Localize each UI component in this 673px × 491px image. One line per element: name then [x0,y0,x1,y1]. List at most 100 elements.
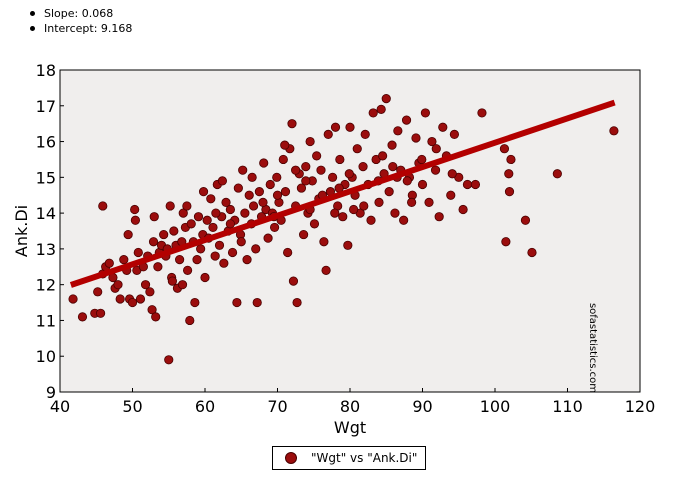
data-point [368,108,378,118]
data-point [338,212,348,222]
data-point [288,276,299,286]
data-point [327,172,338,182]
data-point [208,222,218,233]
data-point [192,255,202,265]
data-point [411,133,421,143]
x-tick-label: 70 [267,397,287,416]
data-point [147,305,157,315]
data-point [149,212,159,222]
data-point [401,115,412,125]
data-point [151,312,161,322]
data-point [477,108,487,118]
data-point [330,208,340,218]
data-point [280,187,291,197]
data-point [344,169,354,179]
data-point [462,179,473,190]
x-tick-label: 80 [340,397,360,416]
data-point [527,247,537,258]
data-point [296,183,307,193]
data-point [200,272,210,283]
data-point [153,262,163,272]
data-point [390,208,400,218]
y-tick-label: 9 [46,383,56,402]
y-tick-label: 13 [36,240,56,259]
plot-area [59,69,641,393]
regression-stats: Slope: 0.068 Intercept: 9.168 [28,6,132,36]
data-point [175,255,185,265]
y-axis: 9 10 11 12 13 14 15 16 17 18 [36,61,64,402]
data-point [254,187,264,197]
data-point [272,190,283,200]
data-point [345,122,355,132]
data-point [252,297,262,308]
x-tick-label: 110 [552,397,583,416]
data-point [182,201,192,211]
data-point [258,197,268,207]
data-point [283,247,293,258]
data-point [177,280,188,290]
data-point [193,212,204,222]
data-point [93,287,103,297]
data-point [506,154,516,165]
data-point [242,255,252,265]
data-point [319,237,329,247]
x-tick-label: 90 [412,397,432,416]
data-point [198,187,209,197]
x-tick-label: 100 [480,397,511,416]
data-point [140,280,151,290]
x-axis-label: Wgt [334,418,366,437]
y-tick-label: 17 [36,97,56,116]
legend: "Wgt" vs "Ank.Di" [272,446,426,470]
x-tick-label: 40 [50,397,70,416]
x-tick-label: 60 [195,397,215,416]
y-axis-label: Ank.Di [12,205,31,257]
data-point [321,265,331,275]
data-point [221,197,231,207]
data-point [280,140,290,150]
data-point [259,158,269,168]
data-point [449,129,459,139]
data-point [206,194,216,204]
data-point [115,294,125,304]
data-point [186,219,196,229]
data-point [349,204,359,215]
data-point [145,287,155,297]
data-point [358,162,368,172]
data-point [301,162,311,172]
data-point [98,201,108,211]
data-point [434,212,444,222]
data-point [248,201,259,211]
data-point [265,179,275,190]
data-point [159,229,169,240]
data-point [420,108,430,118]
legend-label: "Wgt" vs "Ank.Di" [311,451,418,465]
data-point [352,144,362,154]
data-point [430,165,441,175]
y-tick-label: 10 [36,347,56,366]
data-point [381,94,391,104]
data-point [104,258,114,268]
data-point [233,183,243,193]
data-point [504,169,514,179]
data-point [165,201,175,211]
data-point [305,136,315,147]
data-point [123,229,133,240]
y-tick-label: 11 [36,311,56,330]
data-point [417,154,427,165]
data-point [402,176,412,186]
data-point [438,122,448,132]
data-point [130,204,140,215]
data-point [447,169,457,179]
data-point [236,237,246,247]
data-point [366,215,376,225]
regression-line [69,99,616,288]
y-tick-label: 15 [36,168,56,187]
data-point [164,355,174,365]
data-point [133,247,143,258]
data-point [167,276,177,286]
data-point [278,154,288,165]
data-point [378,151,388,161]
data-point [292,297,302,308]
data-point [127,297,138,308]
data-point [148,237,159,247]
